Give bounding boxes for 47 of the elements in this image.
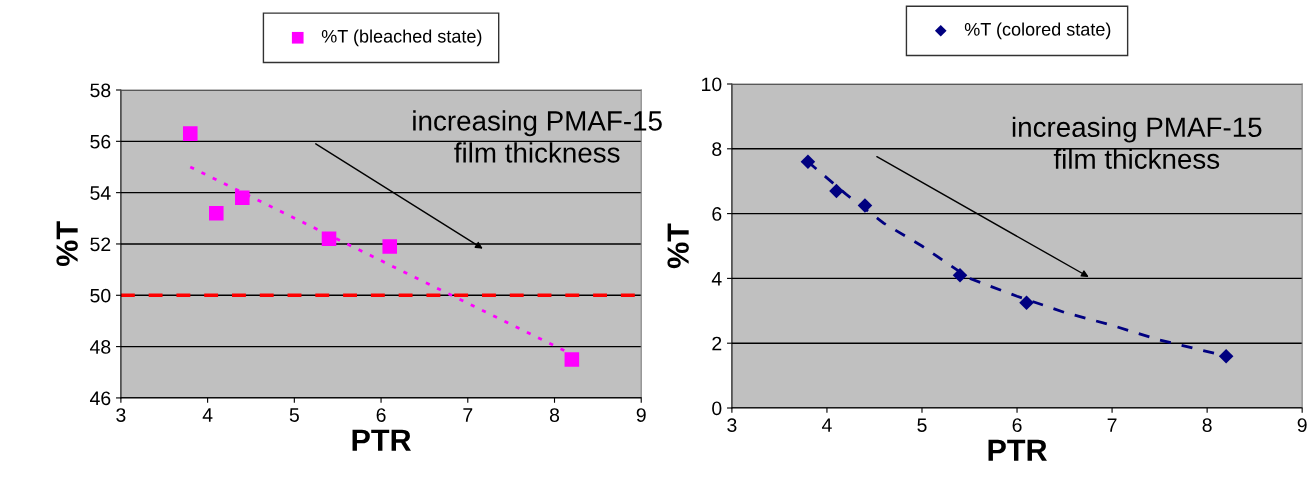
x-tick-label: 4 (821, 418, 832, 432)
annotation: increasing PMAF-15 film thickness (1012, 116, 1262, 169)
y-tick-label: 0 (712, 401, 722, 416)
point (182, 126, 198, 141)
point (1019, 295, 1034, 310)
annotation: increasing PMAF-15 film thickness (413, 110, 662, 163)
y-tick-label: 50 (90, 288, 111, 303)
point (209, 205, 224, 221)
x-axis-title: PTR (988, 439, 1047, 461)
x-tick-label: 6 (376, 408, 386, 422)
x-tick-label: 7 (1107, 418, 1117, 432)
point (382, 239, 398, 254)
y-tick-label: 46 (89, 391, 111, 406)
y-tick-label: 56 (90, 134, 111, 149)
x-tick-label: 3 (727, 418, 737, 432)
x-axis-title: PTR (352, 429, 411, 451)
y-axis-title: %T (667, 223, 689, 269)
legend-label: %T (bleached state) (321, 29, 482, 47)
point (321, 231, 337, 247)
point (564, 352, 580, 367)
point (1218, 348, 1234, 364)
y-tick-label: 48 (89, 340, 111, 354)
x-tick-label: 7 (463, 408, 473, 422)
y-tick-label: 6 (712, 207, 722, 221)
legend-label: %T (colored state) (964, 22, 1111, 40)
y-tick-label: 54 (90, 186, 111, 200)
x-tick-label: 9 (1297, 418, 1307, 432)
point (952, 267, 968, 283)
y-tick-label: 10 (702, 77, 722, 92)
x-tick-label: 5 (289, 408, 299, 422)
y-axis-title: %T (56, 221, 78, 267)
x-tick-label: 4 (202, 408, 213, 422)
x-tick-label: 8 (1202, 418, 1212, 432)
point (829, 183, 844, 199)
point (235, 190, 250, 206)
x-tick-label: 3 (116, 408, 126, 422)
y-tick-label: 8 (712, 142, 722, 157)
y-tick-label: 58 (90, 83, 111, 98)
point (857, 198, 873, 213)
y-tick-label: 52 (90, 237, 111, 252)
point (800, 154, 816, 170)
x-tick-label: 8 (549, 408, 560, 422)
x-tick-label: 9 (636, 408, 646, 422)
x-tick-label: 6 (1012, 418, 1022, 432)
y-tick-label: 2 (712, 336, 722, 351)
y-tick-label: 4 (711, 272, 722, 286)
x-tick-label: 5 (917, 418, 927, 432)
